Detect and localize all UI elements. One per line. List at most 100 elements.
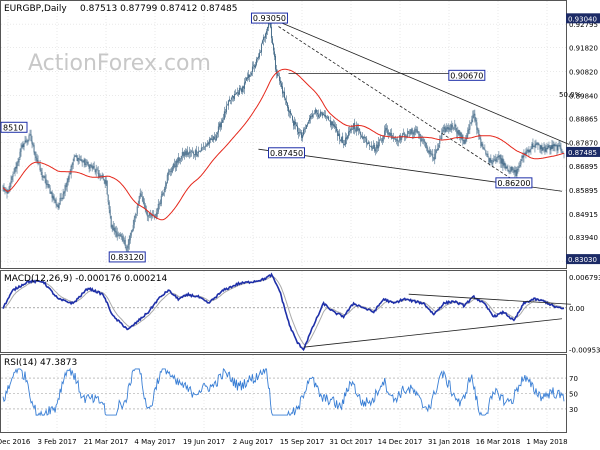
- candle-body: [134, 215, 136, 219]
- candle-body: [176, 160, 178, 163]
- candle-body: [535, 143, 537, 146]
- candle-body: [30, 134, 32, 141]
- candle-body: [336, 127, 338, 132]
- candle-body: [532, 143, 534, 148]
- candle-body: [377, 145, 379, 149]
- candle-body: [60, 197, 62, 199]
- candle-body: [260, 44, 262, 53]
- candle-body: [130, 232, 132, 236]
- candle-body: [254, 64, 256, 68]
- candle-body: [119, 235, 121, 236]
- watermark: ActionForex.com: [28, 51, 211, 76]
- candle-body: [369, 144, 371, 147]
- candle-body: [156, 212, 158, 215]
- candle-body: [68, 174, 70, 180]
- candle-body: [296, 124, 298, 127]
- candle-body: [34, 151, 36, 156]
- candle-body: [249, 75, 251, 77]
- candle-body: [340, 140, 342, 141]
- candle-body: [414, 129, 416, 133]
- candle-body: [544, 146, 546, 152]
- candle-body: [497, 155, 499, 158]
- candle-body: [231, 95, 233, 98]
- candle-body: [20, 148, 22, 152]
- candle-body: [311, 116, 313, 117]
- candle-body: [33, 145, 35, 153]
- candle-body: [413, 131, 415, 135]
- candle-body: [409, 132, 411, 134]
- candle-body: [178, 157, 180, 161]
- candle-body: [344, 143, 346, 146]
- candle-body: [112, 225, 114, 231]
- candle-body: [446, 127, 448, 130]
- rsi-layer: [1, 367, 566, 417]
- candle-body: [562, 152, 564, 154]
- candle-body: [488, 157, 490, 163]
- candle-body: [9, 182, 11, 191]
- x-axis-label: 16 Mar 2018: [476, 438, 520, 446]
- candle-body: [200, 147, 202, 151]
- candle-body: [67, 178, 69, 183]
- candle-body: [88, 164, 90, 170]
- candle-body: [6, 190, 8, 194]
- candle-body: [529, 149, 531, 153]
- candle-body: [239, 88, 241, 89]
- candle-body: [95, 169, 97, 173]
- candle-body: [94, 168, 96, 173]
- candle-body: [511, 166, 513, 171]
- candle-body: [495, 158, 497, 162]
- candle-body: [27, 140, 29, 142]
- candle-body: [352, 128, 354, 130]
- candle-body: [236, 92, 238, 93]
- candle-body: [127, 243, 129, 249]
- candle-body: [337, 131, 339, 136]
- candle-body: [453, 127, 455, 129]
- candle-body: [261, 40, 263, 44]
- candle-body: [251, 66, 253, 73]
- candle-body: [466, 134, 468, 139]
- candle-body: [291, 114, 293, 116]
- candle-body: [246, 77, 248, 79]
- candle-body: [480, 139, 482, 147]
- candle-body: [290, 110, 292, 115]
- candle-body: [407, 130, 409, 137]
- candle-body: [423, 139, 425, 142]
- candle-body: [138, 196, 140, 204]
- candle-body: [473, 113, 475, 116]
- candle-body: [205, 145, 207, 147]
- candle-body: [518, 166, 520, 168]
- candle-body: [271, 38, 273, 45]
- candle-body: [140, 193, 142, 197]
- annotation-label: 0.83120: [111, 253, 144, 262]
- candle-body: [209, 138, 211, 141]
- candle-body: [244, 81, 246, 84]
- candle-body: [403, 133, 405, 134]
- candle-body: [71, 165, 73, 167]
- candle-body: [434, 153, 436, 160]
- candle-body: [332, 121, 334, 126]
- candle-body: [384, 130, 386, 137]
- candle-body: [149, 212, 151, 216]
- macd-top-label: 0.006793: [569, 274, 600, 282]
- label-layer: 0.92795 0.91820 0.90820 0.89840 0.88865 0.878…: [0, 12, 600, 446]
- candle-body: [285, 98, 287, 101]
- annotation-label: 0.87450: [270, 149, 303, 158]
- macd-axis-label: 0.00: [569, 305, 585, 313]
- candle-body: [180, 155, 182, 159]
- edge-label-box: [566, 146, 600, 157]
- candle-body: [303, 129, 305, 135]
- candle-body: [28, 135, 30, 141]
- candle-body: [436, 149, 438, 151]
- candle-body: [553, 143, 555, 147]
- candle-body: [516, 168, 518, 176]
- candle-body: [503, 162, 505, 166]
- candle-body: [287, 102, 289, 108]
- candle-body: [82, 161, 84, 163]
- candle-body: [58, 204, 60, 208]
- candle-body: [540, 145, 542, 149]
- candle-body: [485, 150, 487, 155]
- candle-body: [395, 138, 397, 141]
- candle-body: [142, 197, 144, 203]
- candle-body: [141, 196, 143, 198]
- candle-body: [537, 142, 539, 146]
